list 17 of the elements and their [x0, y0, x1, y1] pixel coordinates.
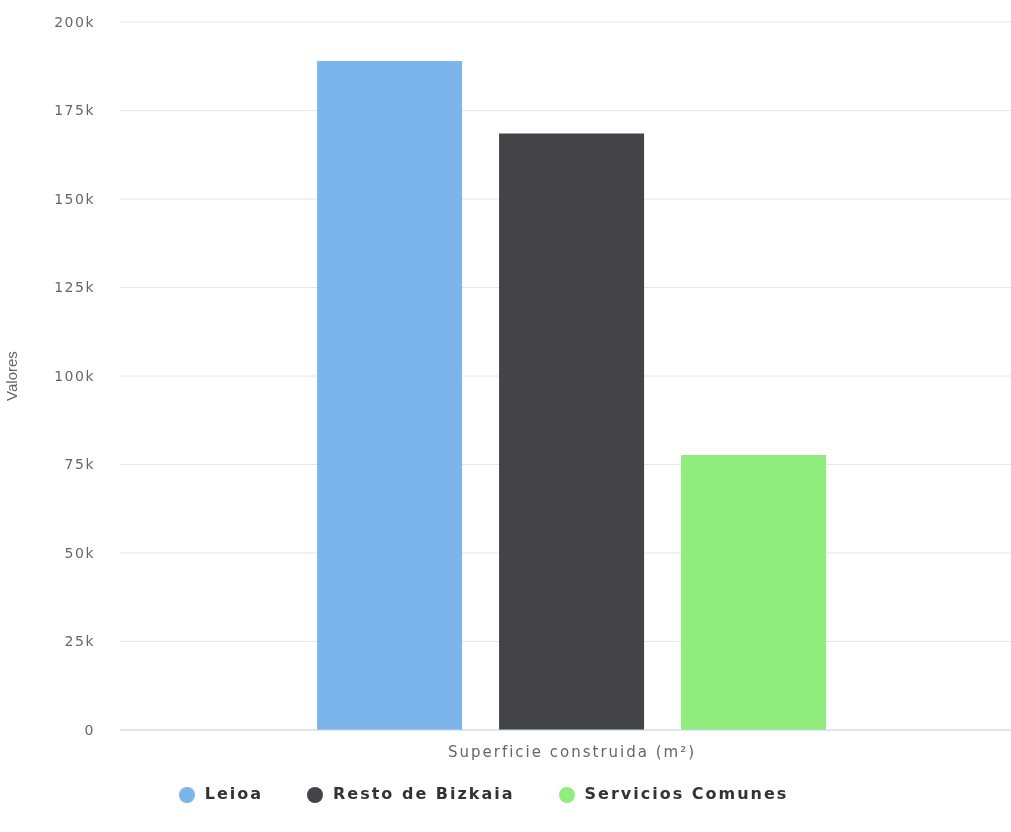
y-tick-label: 150k — [54, 190, 95, 207]
y-axis-title: Valores — [3, 351, 21, 401]
bar — [681, 454, 827, 730]
y-tick-label: 0 — [84, 721, 95, 738]
x-tick-label: Superficie construida (m²) — [447, 742, 697, 761]
bar — [317, 60, 463, 730]
y-tick-label: 75k — [64, 456, 95, 473]
y-tick-label: 100k — [54, 367, 95, 384]
y-tick-label: 200k — [54, 13, 95, 30]
y-tick-label: 125k — [54, 279, 95, 296]
y-tick-label: 175k — [54, 102, 95, 119]
legend-label: Servicios Comunes — [584, 784, 789, 803]
legend-label: Resto de Bizkaia — [333, 784, 515, 803]
y-tick-label: 50k — [64, 544, 95, 561]
bar — [499, 133, 645, 730]
y-tick-label: 25k — [64, 633, 95, 650]
legend-label: Leioa — [204, 784, 264, 803]
